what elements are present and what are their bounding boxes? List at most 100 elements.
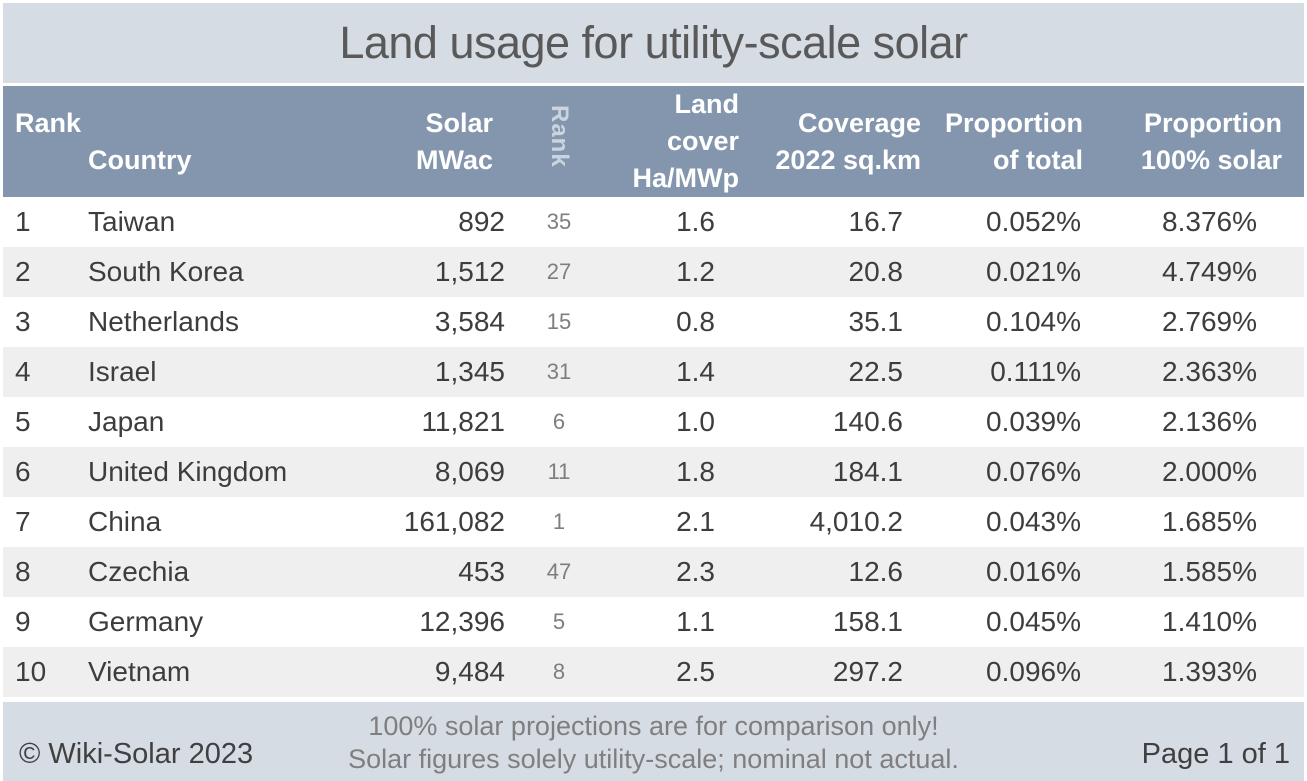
cell-global-rank: 47 — [546, 559, 572, 584]
cell-proportion-total: 0.076% — [986, 456, 1081, 487]
table-row: 9 Germany 12,396 5 1.1 158.1 0.045% 1.41… — [3, 597, 1304, 647]
cell-coverage: 4,010.2 — [809, 506, 903, 537]
footer-note-line2: Solar figures solely utility-scale; nomi… — [348, 744, 959, 774]
cell-rank: 10 — [15, 656, 47, 687]
header-proportion-100-solar: Proportion 100% solar — [1140, 107, 1282, 175]
cell-rank: 9 — [15, 606, 31, 637]
table-row: 6 United Kingdom 8,069 11 1.8 184.1 0.07… — [3, 447, 1304, 497]
header-rank-country: Rank Country — [3, 86, 343, 197]
cell-proportion-100: 2.769% — [1162, 306, 1257, 337]
cell-country: Czechia — [88, 556, 190, 587]
header-land-cover: Land cover Ha/MWp — [632, 89, 739, 193]
table-row: 1 Taiwan 892 35 1.6 16.7 0.052% 8.376% — [3, 197, 1304, 247]
cell-land-cover: 2.5 — [676, 656, 715, 687]
header-solar-mwac: Solar MWac — [415, 107, 493, 175]
cell-land-cover: 1.0 — [676, 406, 715, 437]
cell-proportion-total: 0.096% — [986, 656, 1081, 687]
cell-rank: 1 — [15, 206, 31, 237]
copyright-text: © Wiki-Solar 2023 — [19, 738, 254, 770]
cell-land-cover: 0.8 — [676, 306, 715, 337]
cell-solar-mwac: 9,484 — [434, 656, 505, 687]
footer-note-line1: 100% solar projections are for compariso… — [368, 711, 939, 741]
table-body: 1 Taiwan 892 35 1.6 16.7 0.052% 8.376% 2… — [3, 197, 1304, 697]
footer-bar: © Wiki-Solar 2023 100% solar projections… — [3, 702, 1304, 781]
cell-coverage: 20.8 — [848, 256, 904, 287]
cell-proportion-total: 0.016% — [986, 556, 1081, 587]
cell-coverage: 16.7 — [848, 206, 904, 237]
cell-land-cover: 1.6 — [676, 206, 715, 237]
cell-solar-mwac: 12,396 — [419, 606, 505, 637]
cell-proportion-100: 8.376% — [1162, 206, 1257, 237]
cell-solar-mwac: 1,512 — [434, 256, 505, 287]
cell-rank: 5 — [15, 406, 31, 437]
cell-proportion-total: 0.111% — [990, 356, 1081, 387]
cell-land-cover: 1.2 — [676, 256, 715, 287]
table-row: 2 South Korea 1,512 27 1.2 20.8 0.021% 4… — [3, 247, 1304, 297]
cell-coverage: 35.1 — [848, 306, 904, 337]
cell-proportion-100: 1.685% — [1162, 506, 1257, 537]
footer-note: 100% solar projections are for compariso… — [348, 710, 959, 781]
cell-solar-mwac: 1,345 — [434, 356, 505, 387]
table-header: Rank Country Solar MWac Rank Land cover … — [3, 86, 1304, 197]
header-row: Rank Country Solar MWac Rank Land cover … — [3, 86, 1304, 197]
cell-global-rank: 27 — [546, 259, 572, 284]
header-proportion-total: Proportion of total — [945, 107, 1083, 175]
cell-global-rank: 31 — [546, 359, 572, 384]
page-title: Land usage for utility-scale solar — [339, 17, 968, 68]
header-country-label: Country — [88, 144, 192, 175]
cell-solar-mwac: 11,821 — [421, 406, 505, 437]
cell-proportion-total: 0.021% — [986, 256, 1081, 287]
cell-coverage: 184.1 — [832, 456, 903, 487]
cell-proportion-total: 0.043% — [986, 506, 1081, 537]
table-row: 8 Czechia 453 47 2.3 12.6 0.016% 1.585% — [3, 547, 1304, 597]
table-row: 4 Israel 1,345 31 1.4 22.5 0.111% 2.363% — [3, 347, 1304, 397]
cell-proportion-100: 2.363% — [1162, 356, 1257, 387]
cell-proportion-100: 2.136% — [1162, 406, 1257, 437]
solar-land-usage-table: Rank Country Solar MWac Rank Land cover … — [3, 86, 1304, 697]
cell-coverage: 22.5 — [848, 356, 904, 387]
cell-country: Israel — [88, 356, 157, 387]
cell-land-cover: 2.1 — [676, 506, 715, 537]
cell-solar-mwac: 892 — [458, 206, 505, 237]
cell-land-cover: 1.4 — [676, 356, 715, 387]
cell-proportion-100: 1.585% — [1162, 556, 1257, 587]
cell-coverage: 140.6 — [832, 406, 903, 437]
cell-proportion-100: 2.000% — [1162, 456, 1257, 487]
cell-coverage: 297.2 — [832, 656, 903, 687]
cell-proportion-total: 0.039% — [986, 406, 1081, 437]
cell-proportion-total: 0.045% — [986, 606, 1081, 637]
cell-land-cover: 2.3 — [676, 556, 715, 587]
cell-country: Taiwan — [88, 206, 176, 237]
cell-coverage: 158.1 — [832, 606, 903, 637]
cell-global-rank: 6 — [552, 409, 566, 434]
vertical-rank-label: Rank — [546, 105, 573, 168]
cell-land-cover: 1.1 — [676, 606, 715, 637]
cell-proportion-total: 0.052% — [986, 206, 1081, 237]
cell-country: South Korea — [88, 256, 244, 287]
cell-solar-mwac: 161,082 — [403, 506, 505, 537]
cell-country: Netherlands — [88, 306, 239, 337]
cell-global-rank: 35 — [546, 209, 572, 234]
table-row: 10 Vietnam 9,484 8 2.5 297.2 0.096% 1.39… — [3, 647, 1304, 697]
cell-country: Vietnam — [88, 656, 191, 687]
cell-proportion-100: 4.749% — [1162, 256, 1257, 287]
cell-rank: 8 — [15, 556, 31, 587]
cell-global-rank: 11 — [547, 459, 571, 484]
cell-country: Japan — [88, 406, 165, 437]
cell-coverage: 12.6 — [848, 556, 904, 587]
cell-rank: 3 — [15, 306, 31, 337]
cell-rank: 2 — [15, 256, 31, 287]
cell-global-rank: 5 — [552, 609, 566, 634]
cell-proportion-100: 1.410% — [1162, 606, 1257, 637]
cell-solar-mwac: 453 — [458, 556, 505, 587]
cell-country: United Kingdom — [88, 456, 288, 487]
header-rank-label: Rank — [15, 107, 82, 138]
cell-solar-mwac: 8,069 — [434, 456, 505, 487]
cell-solar-mwac: 3,584 — [434, 306, 505, 337]
table-row: 7 China 161,082 1 2.1 4,010.2 0.043% 1.6… — [3, 497, 1304, 547]
table-row: 5 Japan 11,821 6 1.0 140.6 0.039% 2.136% — [3, 397, 1304, 447]
cell-rank: 6 — [15, 456, 31, 487]
cell-rank: 4 — [15, 356, 31, 387]
cell-global-rank: 15 — [546, 309, 572, 334]
